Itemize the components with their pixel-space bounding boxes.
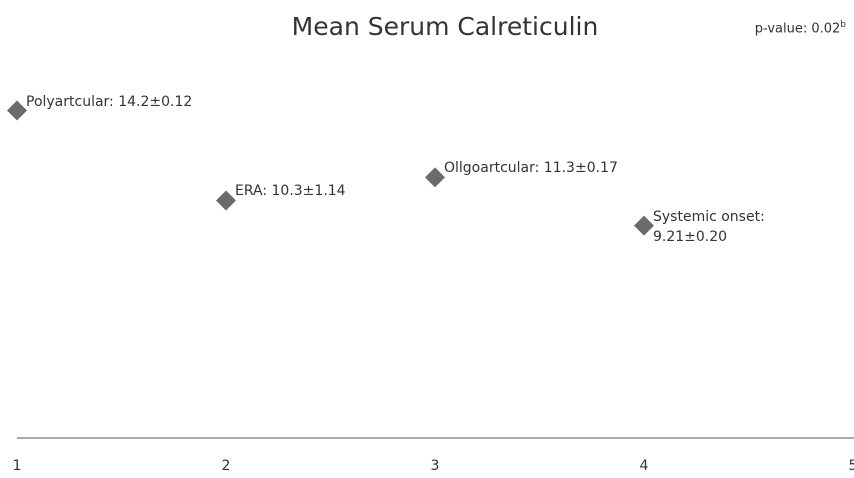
data-label: ERA: 10.3±1.14 [235,183,346,200]
chart-title: Mean Serum Calreticulin [291,12,599,41]
data-label: Systemic onset: 9.21±0.20 [653,208,765,245]
x-tick-label: 2 [222,458,231,474]
annotation-superscript: b [840,20,846,30]
annotation-text: p-value: 0.02 [754,21,841,37]
data-label: Polyartcular: 14.2±0.12 [26,93,193,110]
x-tick-label: 4 [640,458,649,474]
x-tick-label: 3 [431,458,440,474]
x-tick-label: 1 [13,458,22,474]
data-point [216,190,236,211]
data-point [7,100,27,121]
data-point [634,215,654,236]
data-point [425,167,445,188]
x-tick-label: 5 [849,458,854,474]
data-label: Ollgoartcular: 11.3±0.17 [444,160,618,177]
annotation: p-value: 0.02b [755,20,846,36]
